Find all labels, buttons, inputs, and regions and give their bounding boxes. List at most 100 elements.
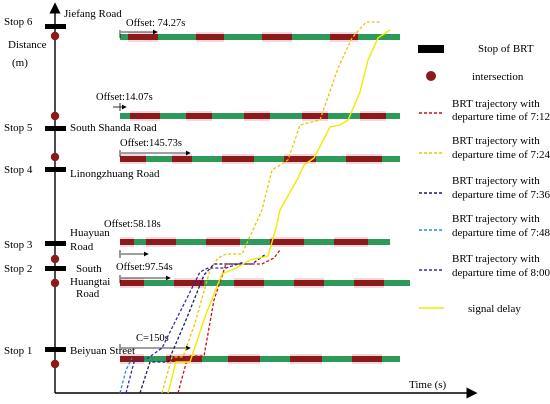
cycle-label: C=150s <box>136 333 169 344</box>
stop-4: Stop 4 Linongzhuang Road <box>4 164 160 180</box>
stop-name: Stop 3 <box>4 239 33 251</box>
signal-bars <box>120 32 410 364</box>
red-phase <box>334 239 368 245</box>
red-phase <box>206 239 240 245</box>
intersection-dot <box>50 254 60 264</box>
green-phase <box>160 113 186 119</box>
legend-label: intersection <box>472 71 524 83</box>
legend-label: departure time of 7:24 <box>452 149 550 161</box>
intersection-dot <box>50 31 60 41</box>
stop-name: Stop 5 <box>4 122 33 134</box>
offset-label: Offset:58.18s <box>104 219 161 230</box>
trajectory-0748 <box>119 357 133 394</box>
legend-label: departure time of 7:48 <box>452 227 550 239</box>
legend-label: Stop of BRT <box>478 43 534 55</box>
red-phase <box>354 280 384 286</box>
stop-road-line3: Road <box>76 288 100 300</box>
red-phase <box>284 156 316 162</box>
red-phase <box>294 280 324 286</box>
trajectory-0800 <box>125 261 245 394</box>
offset-label: Offset:145.73s <box>120 138 182 149</box>
stop-name: Stop 2 <box>4 263 32 275</box>
signal-delay-line <box>167 29 391 394</box>
offset-label: Offset: 74.27s <box>126 18 185 29</box>
red-phase <box>360 113 386 119</box>
legend-stop-marker <box>418 45 444 53</box>
legend-label: departure time of 7:36 <box>452 189 550 201</box>
stop-marker <box>45 24 66 29</box>
trajectories <box>119 21 391 394</box>
stop-road-line2: Road <box>70 241 94 253</box>
green-phase <box>134 239 146 245</box>
stop-5: Stop 5 South Shanda Road <box>4 122 157 134</box>
stop-road-line1: Huayuan <box>70 227 110 239</box>
y-axis-label-line2: (m) <box>12 57 28 69</box>
red-phase <box>196 34 224 40</box>
green-phase <box>368 239 390 245</box>
red-phase <box>120 280 144 286</box>
red-phase <box>120 156 146 162</box>
red-phase <box>244 113 270 119</box>
trajectory-0736 <box>139 253 267 394</box>
stop-2: Stop 2 South Huangtai Road <box>4 263 110 300</box>
legend: Stop of BRT intersection BRT trajectory … <box>418 43 550 315</box>
y-axis-label-line1: Distance <box>8 39 47 51</box>
red-phase <box>302 113 328 119</box>
legend-label: BRT trajectory with <box>452 175 540 187</box>
red-phase <box>234 280 264 286</box>
intersection-dots <box>50 31 60 369</box>
stop-road: Beiyuan Street <box>70 345 135 357</box>
legend-label: signal delay <box>468 303 521 315</box>
stop-road-line2: Huangtai <box>70 276 110 288</box>
legend-label: BRT trajectory with <box>452 253 540 265</box>
red-phase <box>174 280 204 286</box>
stop-marker <box>45 347 66 352</box>
green-phase <box>158 34 196 40</box>
legend-label: BRT trajectory with <box>452 213 540 225</box>
green-phase <box>264 280 294 286</box>
green-phase <box>144 356 166 362</box>
green-phase <box>176 239 206 245</box>
stop-6: Stop 6 Jiefang Road <box>4 8 122 29</box>
green-phase <box>120 113 130 119</box>
green-phase <box>192 156 222 162</box>
green-phase <box>202 356 228 362</box>
green-phase <box>384 280 410 286</box>
legend-label: departure time of 8:00 <box>452 267 550 279</box>
green-phase <box>240 239 270 245</box>
green-phase <box>120 34 128 40</box>
green-phase <box>386 113 400 119</box>
green-phase <box>212 113 244 119</box>
stop-road: Jiefang Road <box>64 8 122 20</box>
green-phase <box>328 113 360 119</box>
red-phase <box>352 356 382 362</box>
red-phase <box>290 356 322 362</box>
trajectory-0712 <box>177 249 281 394</box>
intersection-dot <box>50 278 60 288</box>
red-phase <box>262 34 292 40</box>
stop-road: Linongzhuang Road <box>70 168 160 180</box>
stop-marker <box>45 126 66 131</box>
green-phase <box>324 280 354 286</box>
red-phase <box>228 356 260 362</box>
green-phase <box>292 34 330 40</box>
stop-3: Stop 3 Huayuan Road <box>4 227 110 253</box>
stop-marker <box>45 241 66 246</box>
legend-label: BRT trajectory with <box>452 135 540 147</box>
stop-road: South Shanda Road <box>70 122 157 134</box>
red-phase <box>130 113 160 119</box>
green-phase <box>322 356 352 362</box>
green-phase <box>270 113 302 119</box>
red-phase <box>346 156 382 162</box>
trajectory-0724 <box>161 21 380 394</box>
green-phase <box>260 356 290 362</box>
legend-label: BRT trajectory with <box>452 98 540 110</box>
red-phase <box>186 113 212 119</box>
red-phase <box>120 239 134 245</box>
intersection-dot <box>50 111 60 121</box>
legend-intersection-dot <box>426 71 436 81</box>
legend-label: departure time of 7:12 <box>452 111 550 123</box>
red-phase <box>166 356 202 362</box>
offset-label: Offset:14.07s <box>96 92 153 103</box>
